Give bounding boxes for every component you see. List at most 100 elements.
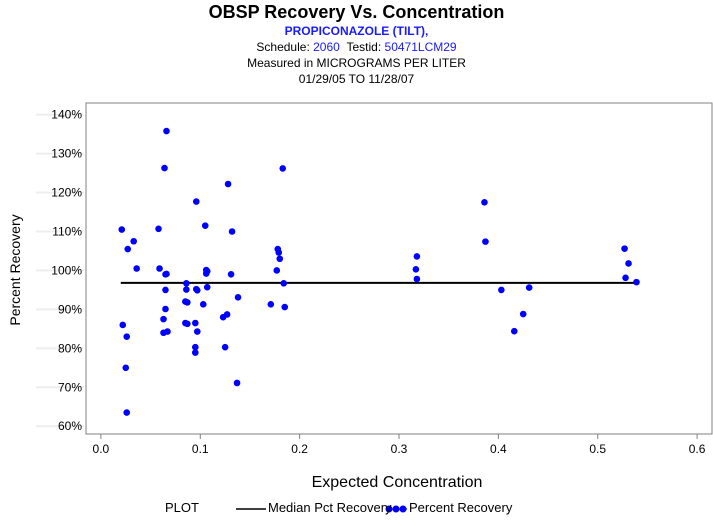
y-tick-mark [36, 308, 84, 311]
x-tick-labels: 0.0 0.1 0.2 0.3 0.4 0.5 0.6 [93, 434, 706, 456]
y-tick-label: 70% [58, 380, 82, 394]
y-tick-mark [36, 230, 84, 233]
date-range: 01/29/05 TO 11/28/07 [298, 72, 415, 86]
data-point [184, 299, 191, 306]
data-point [163, 127, 170, 135]
data-point [276, 255, 284, 263]
data-point [163, 270, 170, 278]
data-point [227, 271, 235, 278]
data-point [133, 265, 140, 272]
data-point [481, 199, 488, 206]
data-point [625, 260, 632, 267]
y-tick-mark [36, 191, 84, 194]
y-tick-mark [36, 386, 84, 389]
data-point [621, 245, 628, 252]
data-point [193, 328, 201, 335]
y-tick-mark [36, 425, 84, 428]
y-tick-mark [36, 152, 84, 155]
y-tick-label: 90% [58, 302, 82, 316]
data-point [164, 328, 171, 335]
data-point [221, 343, 229, 351]
x-tick-label: 0.6 [689, 442, 706, 456]
data-point [413, 275, 421, 283]
data-point [273, 267, 281, 274]
data-point [203, 283, 211, 291]
data-point [234, 294, 242, 301]
chart-title: OBSP Recovery Vs. Concentration [208, 2, 505, 22]
data-point [192, 343, 199, 351]
legend-median-label: Median Pct Recovery [268, 500, 392, 515]
data-point [412, 265, 420, 273]
testid-value: 50471LCM29 [384, 40, 457, 54]
data-point [183, 279, 190, 287]
data-point [184, 320, 191, 328]
data-point [162, 286, 169, 294]
legend-points-label: Percent Recovery [409, 500, 513, 515]
data-point [224, 180, 232, 188]
schedule-value: 2060 [313, 40, 340, 54]
data-point [201, 222, 209, 229]
y-tick-label: 110% [52, 225, 82, 239]
data-point [160, 315, 167, 323]
x-tick-label: 0.4 [490, 442, 507, 456]
schedule-label: Schedule: [256, 40, 310, 54]
compound-name: PROPICONAZOLE (TILT), [284, 24, 429, 38]
testid-label: Testid: [346, 40, 382, 54]
data-point [192, 198, 200, 205]
data-point [118, 226, 126, 233]
data-point [156, 265, 163, 272]
data-point [119, 321, 127, 329]
data-point [155, 225, 162, 233]
data-point [183, 286, 190, 293]
data-point [192, 349, 199, 356]
x-tick-label: 0.5 [589, 442, 606, 456]
data-point [233, 379, 241, 387]
data-point [162, 305, 169, 313]
data-point [275, 249, 283, 256]
y-tick-label: 140% [51, 108, 82, 122]
data-point [633, 278, 640, 286]
data-point [123, 409, 131, 416]
data-point [228, 228, 236, 235]
data-point [192, 319, 199, 327]
data-point [622, 274, 629, 282]
data-point [281, 303, 289, 311]
data-point [203, 267, 211, 275]
x-tick-label: 0.3 [391, 442, 408, 456]
data-point [130, 237, 137, 245]
y-tick-mark [36, 347, 84, 350]
y-axis-label: Percent Recovery [7, 214, 23, 325]
schedule-line: Schedule: 2060 Testid: 50471LCM29 [0, 40, 713, 54]
y-tick-label: 130% [51, 147, 82, 161]
data-point [510, 327, 518, 335]
y-tick-label: 60% [58, 419, 82, 433]
data-point [498, 286, 505, 294]
x-tick-label: 0.1 [192, 442, 209, 456]
y-grid-ticks [36, 113, 84, 428]
data-point [280, 279, 288, 287]
data-point [525, 284, 533, 291]
data-point [279, 165, 287, 172]
data-point [413, 253, 421, 260]
y-tick-labels: 60% 70% 80% 90% 100% 110% 120% 130% 140% [51, 108, 82, 434]
x-axis-label: Expected Concentration [312, 474, 483, 491]
data-point [199, 301, 207, 308]
units-line: Measured in MICROGRAMS PER LITER [247, 56, 466, 70]
x-tick-label: 0.0 [93, 442, 110, 456]
data-point [161, 164, 168, 172]
data-point [193, 287, 201, 294]
data-point [223, 311, 231, 318]
data-point [482, 238, 489, 245]
y-tick-mark [36, 113, 84, 116]
legend-points-swatch [385, 505, 407, 513]
plot-frame [85, 102, 713, 435]
data-point [267, 301, 275, 308]
y-tick-label: 80% [58, 341, 82, 355]
data-point [123, 333, 131, 340]
y-tick-label: 100% [51, 263, 82, 277]
y-tick-label: 120% [51, 186, 82, 200]
y-tick-mark [36, 269, 84, 272]
x-tick-label: 0.2 [291, 442, 308, 456]
data-point [519, 310, 527, 318]
